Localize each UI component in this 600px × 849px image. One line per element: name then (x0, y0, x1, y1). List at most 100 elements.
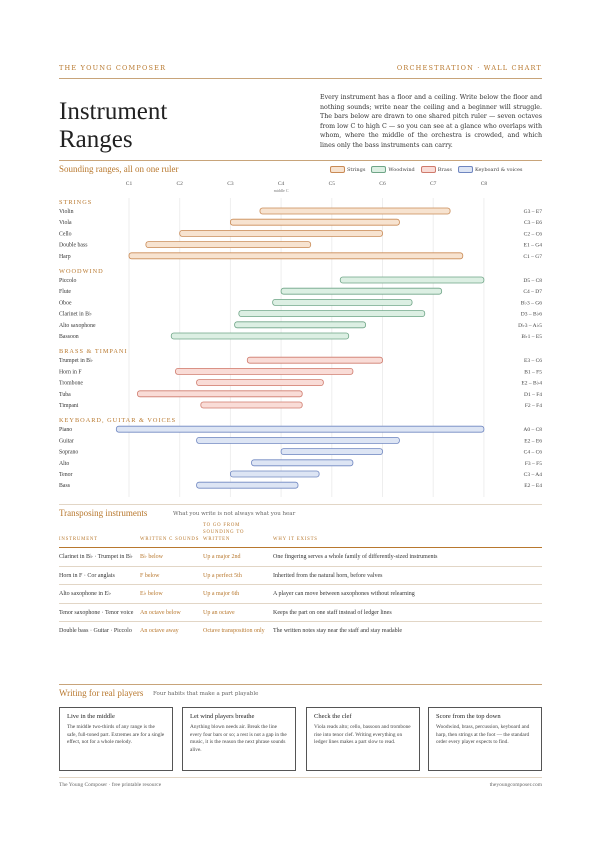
instrument-label: Tenor (59, 472, 73, 478)
range-label: E2 – E4 (524, 483, 542, 489)
instrument-label: Harp (59, 254, 71, 260)
range-label: C4 – C6 (524, 450, 543, 456)
cell-instrument: Tenor saxophone · Tenor voice (59, 602, 140, 622)
instrument-label: Clarinet in B♭ (59, 311, 92, 318)
tip-card: Let wind players breathe Anything blown … (182, 707, 296, 771)
range-label: A0 – C8 (523, 427, 542, 433)
range-bar (272, 298, 413, 306)
cell-to-written: Up an octave (203, 602, 273, 622)
page-title: Instrument Ranges (59, 98, 167, 154)
range-bar (251, 459, 354, 467)
instrument-label: Alto saxophone (59, 323, 96, 329)
group-label: BRASS & TIMPANI (59, 348, 128, 355)
cell-written: An octave below (140, 602, 203, 622)
tip-body: Anything blown needs air. Break the line… (190, 724, 287, 753)
tip-card: Score from the top down Woodwind, brass,… (428, 707, 542, 771)
instrument-label: Double bass (59, 243, 88, 249)
col-written: WRITTEN C SOUNDS (140, 537, 200, 542)
tip-title: Live in the middle (67, 713, 115, 720)
instrument-label: Soprano (59, 450, 78, 456)
ranges-heading: Sounding ranges, all on one ruler (59, 164, 179, 174)
section-label: ORCHESTRATION · WALL CHART (396, 64, 542, 72)
instrument-label: Oboe (59, 300, 72, 306)
cell-instrument: Alto saxophone in E♭ (59, 584, 140, 603)
legend-swatch (420, 166, 436, 173)
instrument-label: Timpani (59, 403, 79, 409)
range-label: B1 – F5 (524, 369, 542, 375)
range-bar (196, 379, 324, 387)
tips-rule (59, 684, 542, 685)
cell-why: One fingering serves a whole family of d… (273, 547, 542, 566)
range-label: E3 – C6 (524, 358, 542, 364)
range-bar (175, 367, 354, 375)
tips-heading: Writing for real players (59, 688, 144, 698)
range-label: E1 – G4 (524, 243, 543, 249)
range-label: D1 – F4 (524, 392, 542, 398)
tip-card: Check the clef Viola reads alto; cello, … (306, 707, 420, 771)
legend-swatch (371, 166, 387, 173)
range-label: C2 – C6 (524, 231, 543, 237)
top-bar: THE YOUNG COMPOSER ORCHESTRATION · WALL … (59, 64, 542, 72)
tick-label: C6 (379, 181, 386, 187)
range-bar (145, 241, 312, 249)
title-line-1: Instrument (59, 98, 168, 125)
range-bar (137, 390, 303, 398)
tip-title: Let wind players breathe (190, 713, 255, 720)
instrument-label: Tuba (59, 392, 71, 398)
range-label: E2 – E6 (524, 438, 542, 444)
tip-title: Check the clef (314, 713, 352, 720)
range-label: D♭3 – A♭5 (518, 322, 542, 329)
legend-label: Brass (437, 167, 452, 173)
footer-link[interactable]: theyoungcomposer.com (489, 782, 542, 788)
group-label: WOODWIND (59, 268, 104, 275)
range-label: G3 – E7 (524, 209, 543, 215)
tick-label: C2 (176, 181, 183, 187)
range-label: C3 – A4 (524, 472, 543, 478)
cell-instrument: Horn in F · Cor anglais (59, 565, 140, 585)
cell-why: The written notes stay near the staff an… (273, 621, 542, 640)
range-bar (200, 401, 303, 409)
transposing-table: INSTRUMENT WRITTEN C SOUNDS TO GO FROM S… (59, 522, 542, 640)
cell-to-written: Up a perfect 5th (203, 565, 273, 585)
instrument-label: Guitar (59, 438, 74, 444)
tip-body: Viola reads alto; cello, bassoon and tro… (314, 724, 411, 745)
table-row: Tenor saxophone · Tenor voice An octave … (59, 602, 542, 622)
legend-label: Keyboard & voices (474, 167, 523, 173)
range-bar (229, 470, 320, 478)
cell-to-written: Octave transposition only (203, 621, 273, 640)
range-bar (115, 425, 485, 433)
instrument-label: Trombone (59, 381, 83, 387)
transposing-subheading: What you write is not always what you he… (173, 511, 296, 517)
cell-written: An octave away (140, 621, 203, 640)
cell-why: Inherited from the natural horn, before … (273, 565, 542, 585)
cell-instrument: Double bass · Guitar · Piccolo (59, 621, 140, 640)
cell-written: B♭ below (140, 547, 203, 566)
chart-legend: Strings Woodwind Brass Keyboard & voices (330, 166, 523, 173)
tip-title: Score from the top down (436, 713, 501, 720)
range-bar (196, 436, 400, 444)
tick-label: C7 (430, 181, 437, 187)
legend-label: Woodwind (388, 167, 415, 173)
range-label: C1 – G7 (523, 254, 542, 260)
range-bar (128, 252, 464, 260)
range-label: D5 – C8 (523, 278, 542, 284)
legend-swatch (457, 166, 473, 173)
table-row: Double bass · Guitar · Piccolo An octave… (59, 621, 542, 640)
title-line-2: Ranges (59, 126, 133, 153)
legend-swatch (330, 166, 345, 173)
range-bar (196, 481, 299, 489)
instrument-label: Bassoon (59, 334, 79, 340)
col-to-written: TO GO FROM SOUNDING TO WRITTEN (203, 523, 245, 542)
range-label: B♭1 – E5 (521, 333, 542, 340)
group-label: KEYBOARD, GUITAR & VOICES (59, 417, 176, 424)
legend-item-keys: Keyboard & voices (457, 166, 523, 173)
cell-to-written: Up a major 6th (203, 584, 273, 603)
instrument-label: Horn in F (59, 369, 82, 375)
instrument-label: Bass (59, 483, 71, 489)
instrument-label: Violin (59, 209, 74, 215)
legend-item-strings: Strings (330, 166, 365, 173)
tip-body: Woodwind, brass, percussion, keyboard an… (436, 724, 530, 745)
cell-why: Keeps the part on one staff instead of l… (273, 602, 542, 622)
range-label: E2 – B♭4 (521, 380, 542, 387)
